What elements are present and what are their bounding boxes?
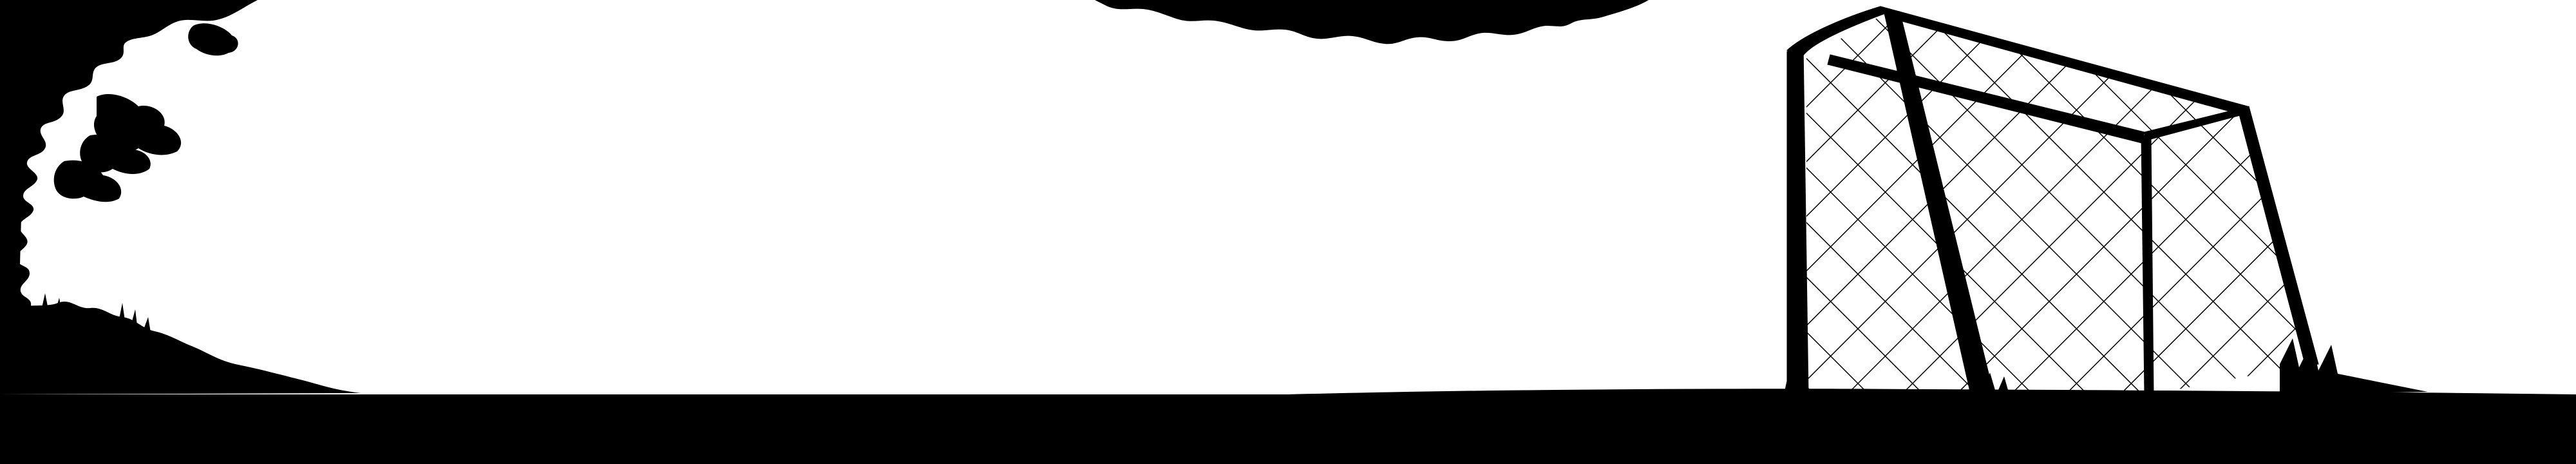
grass-tufts: [0, 293, 2428, 394]
tree-canopy-top: [1095, 0, 1649, 44]
ground-strip: [0, 389, 2576, 464]
tree-canopy-left: [0, 0, 258, 336]
